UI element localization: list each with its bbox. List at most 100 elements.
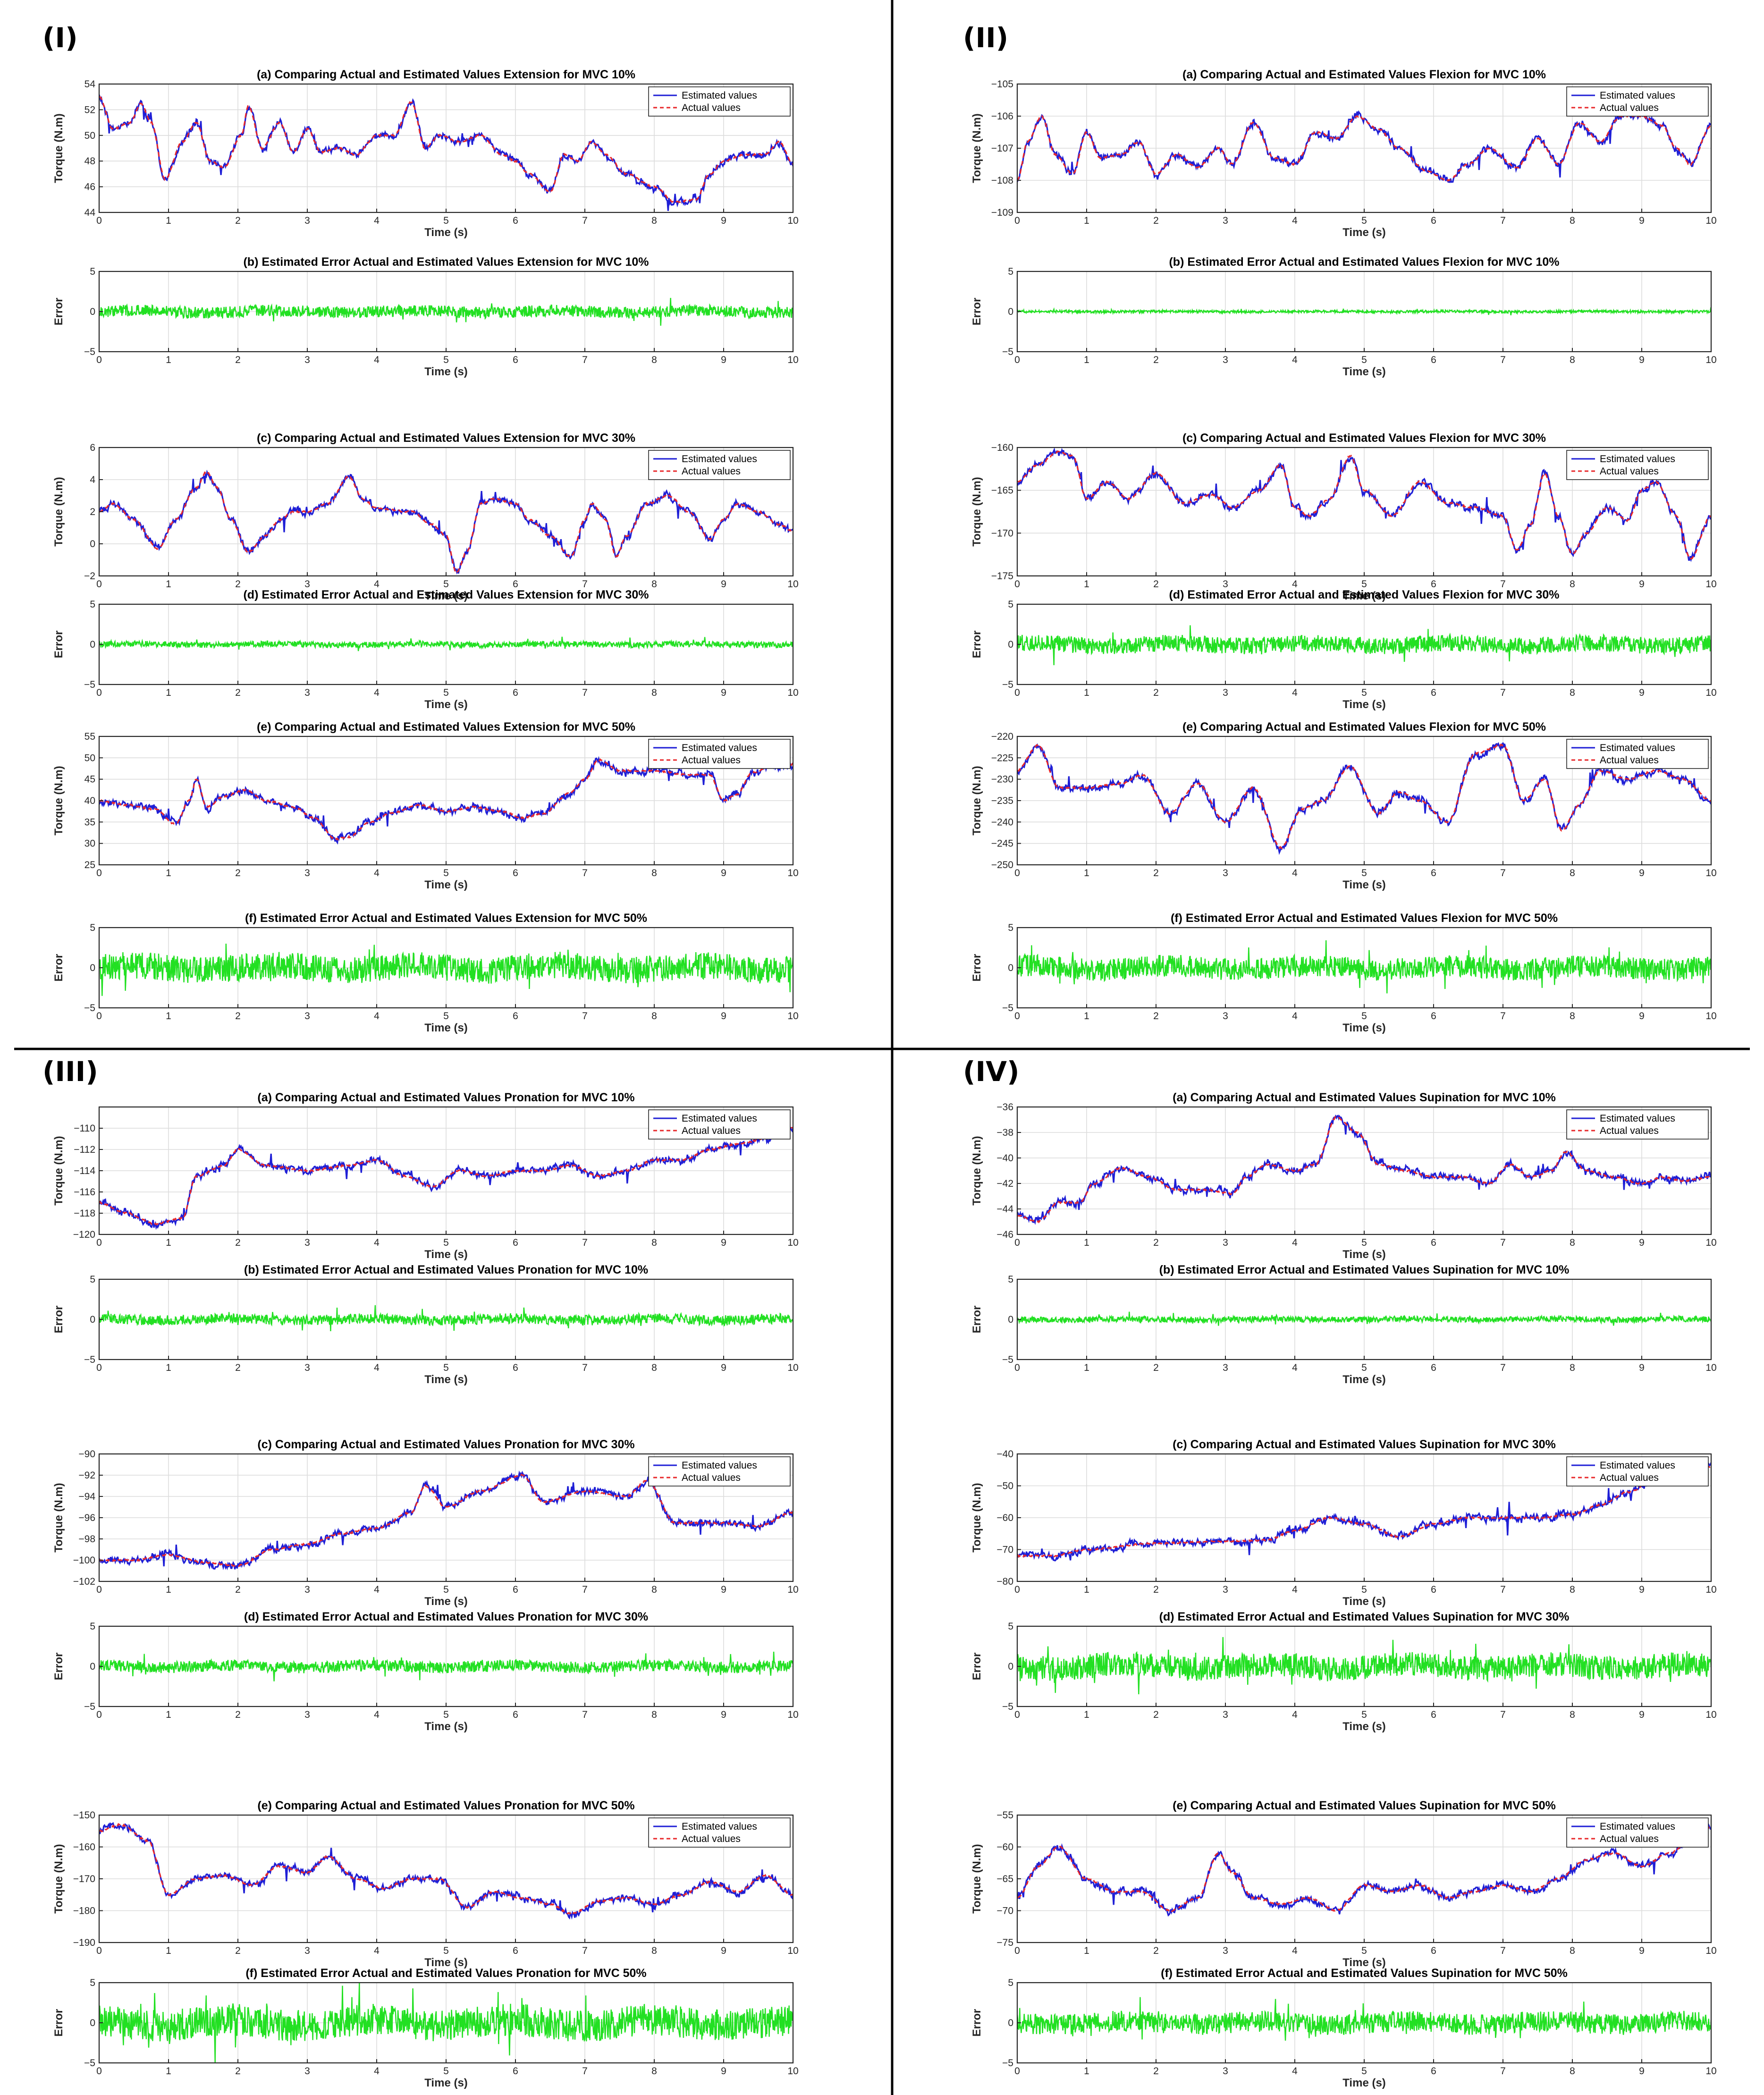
- x-tick-label: 7: [1500, 1945, 1506, 1956]
- x-tick-label: 4: [1292, 579, 1298, 590]
- y-tick-label: −92: [78, 1470, 95, 1481]
- y-axis-label: Torque (N.m): [52, 1136, 65, 1206]
- x-tick-label: 2: [235, 1709, 241, 1720]
- y-tick-label: 0: [1008, 1661, 1013, 1672]
- plot-title: (f) Estimated Error Actual and Estimated…: [1171, 912, 1558, 925]
- plot-title: (e) Comparing Actual and Estimated Value…: [1182, 720, 1546, 734]
- series-group: [1017, 1823, 1711, 1917]
- legend-estimated-label: Estimated values: [682, 1460, 757, 1471]
- plot-title: (c) Comparing Actual and Estimated Value…: [1182, 431, 1546, 445]
- x-tick-label: 10: [787, 687, 798, 698]
- x-tick-label: 8: [1570, 1237, 1575, 1248]
- x-tick-label: 8: [1570, 579, 1575, 590]
- y-axis-label: Error: [52, 298, 65, 326]
- y-tick-label: −40: [996, 1449, 1013, 1460]
- x-tick-label: 7: [1500, 1011, 1506, 1022]
- panel-b: (b) Estimated Error Actual and Estimated…: [971, 1263, 1717, 1386]
- y-tick-label: 0: [1008, 639, 1013, 650]
- x-tick-label: 6: [513, 868, 518, 879]
- x-tick-label: 9: [721, 1011, 726, 1022]
- x-tick-label: 8: [651, 1362, 657, 1373]
- legend-estimated-label: Estimated values: [682, 1821, 757, 1832]
- x-tick-label: 1: [1084, 1011, 1089, 1022]
- y-tick-label: −5: [1002, 346, 1013, 357]
- y-axis-label: Error: [971, 2009, 983, 2037]
- plot-title: (a) Comparing Actual and Estimated Value…: [257, 68, 635, 81]
- x-tick-label: 6: [1431, 687, 1436, 698]
- x-tick-label: 8: [651, 355, 657, 365]
- x-tick-label: 7: [582, 215, 588, 226]
- x-axis-label: Time (s): [424, 1595, 468, 1608]
- x-tick-label: 7: [1500, 1709, 1506, 1720]
- series-error-line: [99, 1983, 793, 2063]
- y-tick-label: 55: [84, 731, 95, 742]
- x-tick-label: 7: [582, 1584, 588, 1595]
- plot-title: (d) Estimated Error Actual and Estimated…: [243, 588, 649, 601]
- y-axis-label: Torque (N.m): [971, 1136, 983, 1206]
- x-tick-label: 10: [1705, 1945, 1716, 1956]
- x-tick-label: 1: [166, 215, 171, 226]
- x-tick-label: 1: [1084, 1709, 1089, 1720]
- x-axis-label: Time (s): [424, 879, 468, 891]
- x-tick-label: 7: [1500, 868, 1506, 879]
- x-tick-label: 1: [1084, 579, 1089, 590]
- series-error-line: [99, 636, 793, 651]
- plot-title: (f) Estimated Error Actual and Estimated…: [245, 1967, 646, 1980]
- x-tick-label: 5: [443, 1709, 449, 1720]
- x-tick-label: 10: [787, 1011, 798, 1022]
- x-axis-label: Time (s): [1342, 1248, 1386, 1261]
- x-tick-label: 0: [96, 1011, 102, 1022]
- y-tick-label: −96: [78, 1512, 95, 1523]
- x-tick-label: 3: [304, 215, 310, 226]
- x-tick-label: 5: [1361, 215, 1367, 226]
- x-axis-label: Time (s): [1342, 2077, 1386, 2089]
- x-tick-label: 4: [374, 1011, 380, 1022]
- x-tick-label: 8: [1570, 1011, 1575, 1022]
- x-tick-label: 3: [304, 1709, 310, 1720]
- x-tick-label: 0: [96, 1709, 102, 1720]
- x-tick-label: 9: [1639, 868, 1645, 879]
- y-axis-label: Torque (N.m): [971, 1483, 983, 1553]
- legend-estimated-label: Estimated values: [682, 454, 757, 465]
- x-tick-label: 8: [1570, 687, 1575, 698]
- legend-box: [648, 1817, 791, 1848]
- x-tick-label: 0: [1014, 2066, 1020, 2077]
- x-tick-label: 9: [721, 1237, 726, 1248]
- y-tick-label: −170: [991, 528, 1013, 539]
- x-axis-label: Time (s): [424, 365, 468, 378]
- x-tick-label: 5: [443, 215, 449, 226]
- series-actual-line: [99, 1127, 793, 1226]
- x-tick-label: 0: [96, 1584, 102, 1595]
- x-tick-label: 0: [96, 1362, 102, 1373]
- series-group: [1017, 307, 1711, 315]
- series-group: [1017, 1114, 1711, 1225]
- series-error-line: [1017, 625, 1711, 666]
- legend-actual-label: Actual values: [682, 1833, 741, 1844]
- quadrant-label: (I): [42, 22, 78, 54]
- x-tick-label: 3: [1223, 1709, 1228, 1720]
- x-tick-label: 8: [651, 1709, 657, 1720]
- y-axis-label: Torque (N.m): [52, 766, 65, 836]
- x-tick-label: 2: [1153, 215, 1159, 226]
- series-group: [99, 298, 793, 326]
- x-tick-label: 3: [304, 1945, 310, 1956]
- x-tick-label: 4: [374, 1237, 380, 1248]
- x-tick-label: 6: [1431, 1011, 1436, 1022]
- x-tick-label: 6: [513, 215, 518, 226]
- x-tick-label: 6: [1431, 579, 1436, 590]
- x-tick-label: 7: [582, 1237, 588, 1248]
- y-tick-label: −70: [996, 1906, 1013, 1917]
- y-axis-label: Error: [52, 954, 65, 982]
- x-tick-label: 4: [374, 1945, 380, 1956]
- quadrant-4: (IV) (a) Comparing Actual and Estimated V…: [963, 1056, 1717, 2089]
- series-group: [99, 1983, 793, 2063]
- plot-title: (d) Estimated Error Actual and Estimated…: [1159, 1610, 1570, 1623]
- panel-f: (f) Estimated Error Actual and Estimated…: [971, 912, 1717, 1034]
- x-tick-label: 9: [1639, 2066, 1645, 2077]
- legend-box: [648, 1456, 791, 1487]
